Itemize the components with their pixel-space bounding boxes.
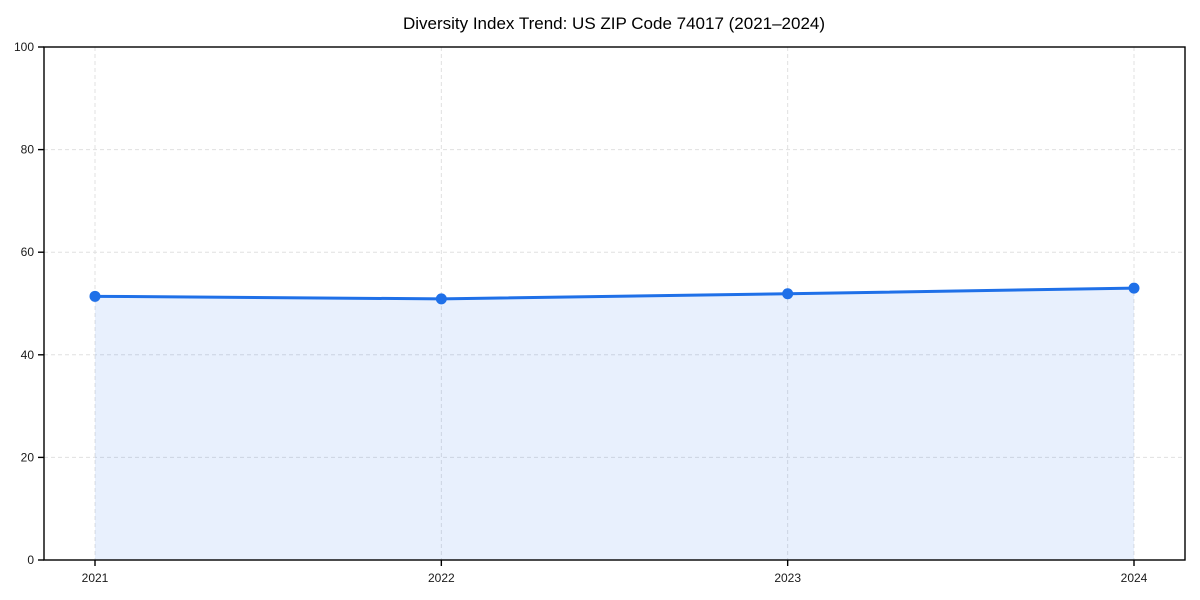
x-tick-label-2022: 2022 bbox=[428, 571, 455, 585]
x-tick-label-2023: 2023 bbox=[774, 571, 801, 585]
data-point-2023 bbox=[782, 288, 794, 300]
data-point-2021 bbox=[89, 290, 101, 302]
y-tick-label-40: 40 bbox=[21, 348, 35, 362]
y-tick-label-20: 20 bbox=[21, 450, 35, 464]
y-tick-label-80: 80 bbox=[21, 143, 35, 157]
data-point-2022 bbox=[435, 293, 447, 305]
plot-border bbox=[43, 46, 1186, 561]
plot-area: 0 20 40 60 80 100 2021 2022 2023 2024 bbox=[14, 40, 1186, 585]
x-tick-label-2021: 2021 bbox=[82, 571, 109, 585]
trend-line bbox=[93, 286, 1136, 301]
y-tick-label-0: 0 bbox=[27, 553, 34, 567]
area-fill bbox=[95, 288, 1134, 560]
chart-title: Diversity Index Trend: US ZIP Code 74017… bbox=[403, 14, 825, 33]
data-point-2024 bbox=[1128, 282, 1140, 294]
y-tick-label-60: 60 bbox=[21, 245, 35, 259]
y-tick-label-100: 100 bbox=[14, 40, 34, 54]
x-tick-label-2024: 2024 bbox=[1121, 571, 1148, 585]
